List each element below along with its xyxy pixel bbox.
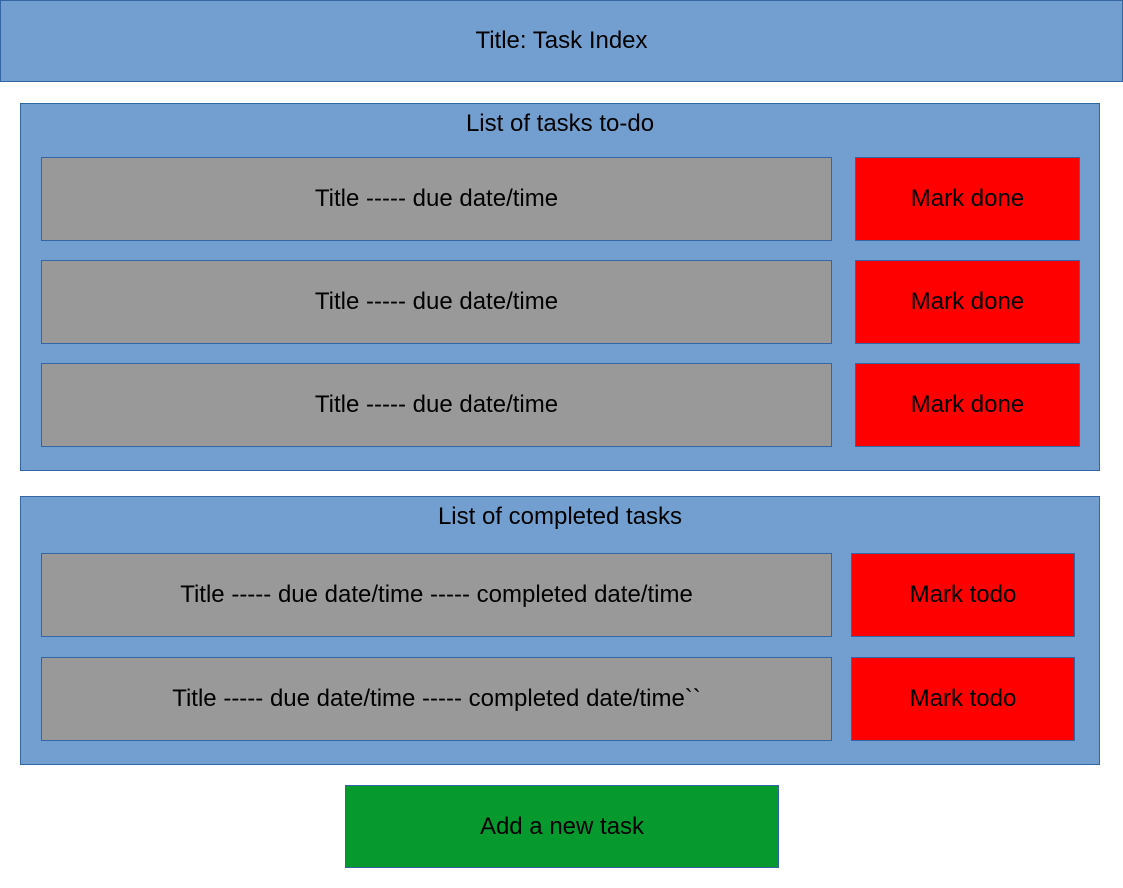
todo-task-item: Title ----- due date/time bbox=[41, 157, 832, 241]
page-title: Title: Task Index bbox=[475, 27, 648, 54]
mark-done-label: Mark done bbox=[910, 185, 1025, 212]
todo-task-text: Title ----- due date/time bbox=[314, 391, 559, 418]
completed-task-item: Title ----- due date/time ----- complete… bbox=[41, 553, 832, 637]
todo-tasks-heading: List of tasks to-do bbox=[465, 110, 655, 137]
completed-tasks-heading: List of completed tasks bbox=[437, 503, 683, 530]
mark-todo-label: Mark todo bbox=[909, 685, 1017, 712]
mark-done-label: Mark done bbox=[910, 288, 1025, 315]
completed-task-text: Title ----- due date/time ----- complete… bbox=[172, 685, 701, 712]
todo-task-item: Title ----- due date/time bbox=[41, 363, 832, 447]
mark-done-button[interactable]: Mark done bbox=[855, 363, 1080, 447]
mark-todo-label: Mark todo bbox=[909, 581, 1017, 608]
mark-todo-button[interactable]: Mark todo bbox=[851, 657, 1075, 741]
completed-task-text: Title ----- due date/time ----- complete… bbox=[180, 581, 693, 608]
todo-task-item: Title ----- due date/time bbox=[41, 260, 832, 344]
add-task-button[interactable]: Add a new task bbox=[345, 785, 779, 868]
mark-done-button[interactable]: Mark done bbox=[855, 157, 1080, 241]
todo-task-text: Title ----- due date/time bbox=[314, 288, 559, 315]
completed-task-item: Title ----- due date/time ----- complete… bbox=[41, 657, 832, 741]
mark-done-label: Mark done bbox=[910, 391, 1025, 418]
add-task-label: Add a new task bbox=[479, 812, 645, 840]
mark-todo-button[interactable]: Mark todo bbox=[851, 553, 1075, 637]
todo-task-text: Title ----- due date/time bbox=[314, 185, 559, 212]
page-header: Title: Task Index bbox=[0, 0, 1123, 82]
mark-done-button[interactable]: Mark done bbox=[855, 260, 1080, 344]
